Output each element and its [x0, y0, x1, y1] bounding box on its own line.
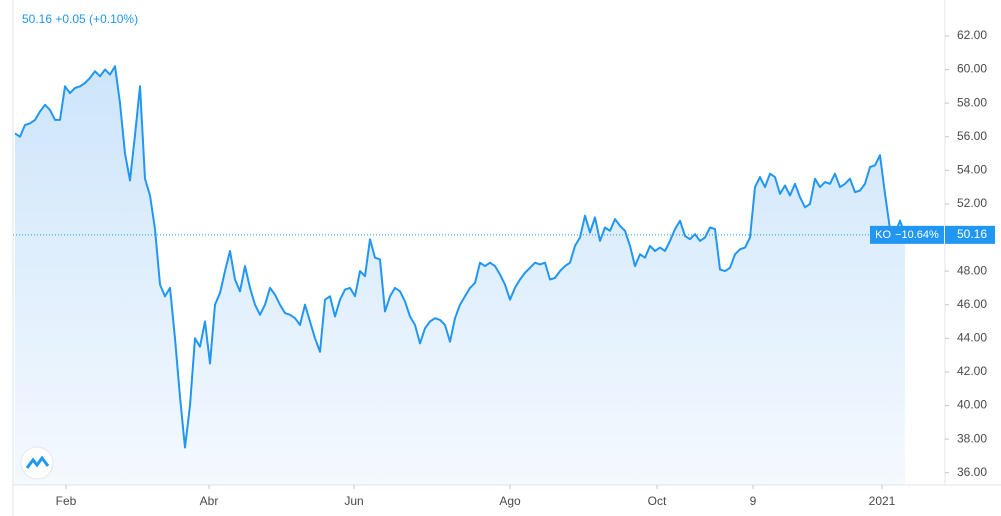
symbol-tag: [870, 225, 944, 244]
y-tick-label: 60.00: [957, 62, 987, 76]
y-tick-label: 46.00: [957, 297, 987, 311]
y-tick-label: 48.00: [957, 263, 987, 277]
y-tick-label: 54.00: [957, 163, 987, 177]
x-tick-label: Jun: [344, 494, 363, 508]
y-tick-label: 42.00: [957, 364, 987, 378]
y-tick-label: 40.00: [957, 398, 987, 412]
plot-area: [14, 65, 906, 485]
x-tick-label: 9: [750, 494, 757, 508]
x-tick-label: Abr: [200, 494, 219, 508]
area-fill: [15, 66, 905, 485]
x-tick-label: Ago: [499, 494, 521, 508]
symbol-change: −10.64%: [895, 229, 939, 241]
x-tick-label: Oct: [648, 494, 667, 508]
y-tick-label: 36.00: [957, 465, 987, 479]
price-tag: [945, 225, 995, 244]
y-tick-label: 38.00: [957, 431, 987, 445]
x-tick-label: 2021: [869, 494, 896, 508]
y-tick-label: 44.00: [957, 331, 987, 345]
y-tick-label: 52.00: [957, 196, 987, 210]
y-tick-label: 62.00: [957, 28, 987, 42]
y-tick-label: 58.00: [957, 95, 987, 109]
logo-mark: [25, 455, 50, 469]
logo: [20, 446, 54, 480]
y-tick-label: 56.00: [957, 129, 987, 143]
symbol-tag-label: KO −10.64%: [875, 229, 939, 241]
header-quote: 50.16 +0.05 (+0.10%): [22, 12, 138, 26]
price-line: [14, 65, 906, 449]
symbol-name: KO: [875, 229, 891, 241]
x-tick-label: Feb: [56, 494, 77, 508]
price-tag-label: 50.16: [957, 227, 987, 241]
